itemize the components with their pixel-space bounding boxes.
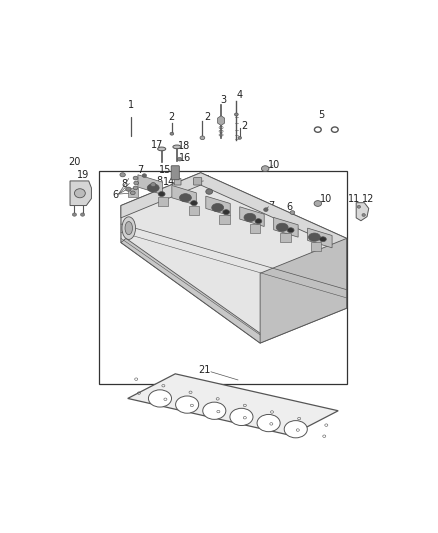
Bar: [189, 206, 199, 215]
Ellipse shape: [133, 176, 138, 180]
Polygon shape: [172, 185, 196, 205]
Text: 13: 13: [199, 175, 212, 185]
Text: 6: 6: [112, 190, 118, 200]
Text: 5: 5: [318, 110, 325, 120]
Polygon shape: [240, 207, 264, 227]
Text: 12: 12: [362, 193, 374, 204]
Ellipse shape: [131, 191, 135, 195]
Ellipse shape: [255, 219, 262, 224]
Text: 7: 7: [138, 165, 144, 175]
Bar: [280, 233, 291, 241]
Text: 17: 17: [151, 140, 163, 150]
Text: 4: 4: [237, 90, 243, 100]
Ellipse shape: [147, 184, 159, 192]
Polygon shape: [121, 173, 346, 251]
Bar: [250, 224, 260, 232]
Ellipse shape: [362, 214, 365, 216]
Ellipse shape: [176, 396, 199, 413]
Text: 3: 3: [221, 95, 227, 104]
Polygon shape: [274, 217, 298, 237]
Ellipse shape: [72, 213, 77, 216]
Ellipse shape: [177, 157, 182, 161]
Bar: [99, 171, 347, 384]
Text: 2: 2: [205, 112, 211, 122]
Ellipse shape: [264, 208, 268, 212]
FancyBboxPatch shape: [174, 179, 181, 185]
Ellipse shape: [212, 204, 224, 212]
Text: 16: 16: [179, 152, 191, 163]
Ellipse shape: [122, 217, 135, 239]
FancyBboxPatch shape: [171, 166, 179, 180]
Polygon shape: [121, 173, 346, 343]
Text: 11: 11: [348, 193, 360, 204]
Bar: [219, 215, 230, 224]
Polygon shape: [121, 238, 265, 343]
Polygon shape: [128, 374, 338, 435]
Ellipse shape: [261, 166, 269, 172]
Ellipse shape: [134, 181, 138, 185]
Ellipse shape: [151, 183, 156, 187]
Text: 10: 10: [320, 195, 332, 204]
Text: 1: 1: [128, 100, 134, 110]
Text: 20: 20: [68, 157, 81, 167]
Ellipse shape: [290, 211, 295, 214]
Ellipse shape: [142, 174, 147, 177]
Text: 8: 8: [121, 179, 127, 189]
Text: 9: 9: [211, 182, 217, 192]
Polygon shape: [138, 175, 162, 195]
Text: 8: 8: [156, 176, 162, 186]
Ellipse shape: [230, 408, 253, 425]
Text: 6: 6: [286, 202, 292, 212]
Ellipse shape: [173, 145, 181, 149]
Text: 18: 18: [178, 141, 190, 151]
Ellipse shape: [234, 113, 238, 116]
Ellipse shape: [308, 233, 320, 241]
FancyBboxPatch shape: [194, 177, 202, 185]
Ellipse shape: [238, 136, 241, 139]
Ellipse shape: [200, 136, 205, 140]
Ellipse shape: [206, 189, 212, 194]
Bar: [128, 188, 138, 197]
Text: 19: 19: [77, 170, 89, 180]
Text: 21: 21: [198, 365, 210, 375]
Polygon shape: [356, 203, 369, 221]
Ellipse shape: [314, 200, 321, 206]
Ellipse shape: [287, 228, 294, 232]
Ellipse shape: [223, 209, 230, 215]
Bar: [311, 243, 321, 251]
Text: 10: 10: [268, 159, 280, 169]
Ellipse shape: [257, 415, 280, 432]
Ellipse shape: [125, 222, 132, 235]
Ellipse shape: [158, 147, 166, 151]
Bar: [158, 197, 169, 206]
Ellipse shape: [244, 213, 256, 222]
Text: 7: 7: [268, 200, 274, 211]
Ellipse shape: [180, 193, 191, 202]
Ellipse shape: [320, 237, 326, 241]
Text: 14: 14: [163, 177, 175, 187]
Polygon shape: [206, 196, 230, 216]
Ellipse shape: [133, 186, 138, 190]
Ellipse shape: [276, 223, 288, 231]
Ellipse shape: [357, 205, 360, 208]
Ellipse shape: [203, 402, 226, 419]
Polygon shape: [70, 181, 92, 206]
Ellipse shape: [284, 421, 307, 438]
Text: 2: 2: [169, 112, 175, 122]
Ellipse shape: [120, 173, 125, 177]
Ellipse shape: [148, 390, 172, 407]
Polygon shape: [307, 228, 332, 248]
Ellipse shape: [81, 213, 85, 216]
Text: 2: 2: [241, 122, 247, 131]
Polygon shape: [260, 238, 346, 343]
Text: 15: 15: [159, 165, 172, 175]
Ellipse shape: [74, 189, 85, 198]
Ellipse shape: [158, 191, 165, 197]
Ellipse shape: [191, 200, 197, 206]
Ellipse shape: [170, 132, 174, 135]
Ellipse shape: [126, 187, 131, 191]
